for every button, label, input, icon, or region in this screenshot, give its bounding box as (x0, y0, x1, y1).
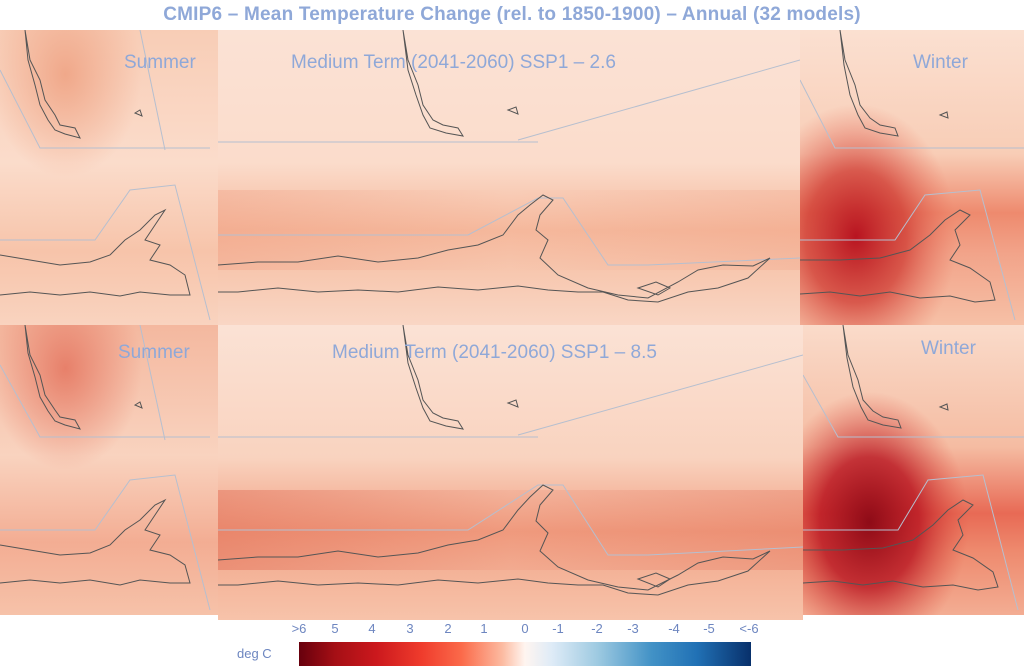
colorbar (299, 642, 751, 666)
colorbar-unit-label: deg C (237, 646, 272, 661)
map-summer-ssp585: Summer (0, 325, 218, 615)
colorbar-tick: 0 (521, 621, 529, 636)
season-label-winter: Winter (921, 338, 976, 359)
map-winter-ssp585: Winter (803, 325, 1024, 615)
figure-title: CMIP6 – Mean Temperature Change (rel. to… (163, 4, 861, 25)
season-label-summer: Summer (124, 52, 196, 73)
colorbar-tick: 5 (331, 621, 339, 636)
colorbar-tick: -1 (552, 621, 564, 636)
season-label-summer: Summer (118, 342, 190, 363)
colorbar-tick: 3 (406, 621, 414, 636)
map-annual-ssp126: Medium Term (2041-2060) SSP1 – 2.6 (218, 30, 800, 325)
colorbar-ticks: >6 5 4 3 2 1 0 -1 -2 -3 -4 -5 <-6 (0, 621, 1024, 641)
scenario-label-ssp585: Medium Term (2041-2060) SSP1 – 8.5 (332, 342, 657, 363)
colorbar-tick: -4 (668, 621, 680, 636)
map-winter-ssp126: Winter (800, 30, 1024, 325)
colorbar-tick: 4 (368, 621, 376, 636)
colorbar-tick: >6 (291, 621, 307, 636)
colorbar-tick: -3 (627, 621, 639, 636)
colorbar-tick: -5 (703, 621, 715, 636)
map-annual-ssp585: Medium Term (2041-2060) SSP1 – 8.5 (218, 325, 803, 620)
colorbar-tick: <-6 (739, 621, 759, 636)
season-label-winter: Winter (913, 52, 968, 73)
scenario-label-ssp126: Medium Term (2041-2060) SSP1 – 2.6 (291, 52, 616, 73)
map-summer-ssp126: Summer (0, 30, 218, 325)
colorbar-tick: 1 (480, 621, 488, 636)
colorbar-tick: 2 (444, 621, 452, 636)
colorbar-tick: -2 (591, 621, 603, 636)
